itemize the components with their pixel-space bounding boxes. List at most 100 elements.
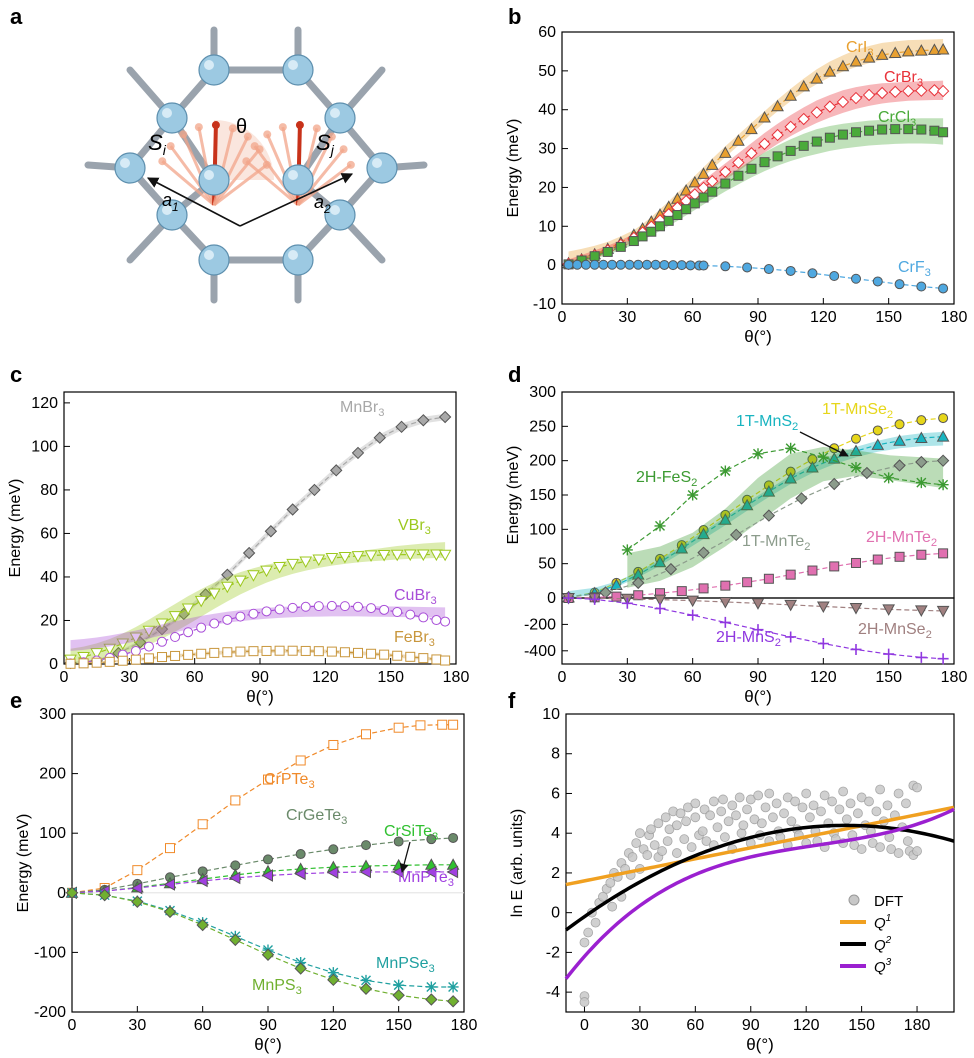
data-point bbox=[405, 609, 416, 620]
data-point bbox=[417, 414, 430, 427]
x-tick-label: 150 bbox=[377, 669, 404, 686]
data-point bbox=[860, 466, 874, 480]
dft-point bbox=[779, 808, 789, 819]
data-point bbox=[772, 151, 783, 162]
legend: DFT Q1 Q2 Q3 bbox=[840, 893, 903, 976]
data-point bbox=[646, 226, 657, 237]
data-point bbox=[785, 265, 796, 276]
data-point bbox=[762, 485, 776, 497]
chart-panel-b: 0 30 60 90 120 150 180θ(°)-100102030405060Ener… bbox=[505, 24, 967, 346]
data-point bbox=[938, 413, 949, 424]
spin-arrow-head bbox=[243, 132, 252, 141]
data-point bbox=[165, 843, 175, 854]
x-tick-label: 30 bbox=[120, 669, 138, 686]
data-point bbox=[273, 561, 286, 574]
data-point bbox=[379, 604, 390, 615]
y-tick-label: 0 bbox=[551, 905, 560, 922]
y-tick-label: 2 bbox=[551, 865, 560, 882]
dft-point bbox=[627, 852, 638, 862]
data-point bbox=[599, 586, 612, 599]
x-tick-label: 90 bbox=[742, 1017, 760, 1034]
data-point bbox=[598, 259, 609, 270]
data-point bbox=[196, 874, 208, 888]
series-label: CrI3 bbox=[846, 39, 874, 59]
data-point bbox=[209, 618, 220, 629]
data-point bbox=[230, 795, 241, 806]
data-point bbox=[676, 260, 687, 271]
data-point bbox=[916, 124, 927, 135]
data-point bbox=[668, 260, 679, 271]
data-point bbox=[129, 632, 143, 644]
y-tick-label: 300 bbox=[529, 384, 556, 401]
x-tick-label: 30 bbox=[631, 1017, 649, 1034]
y-tick-label: 0 bbox=[547, 590, 556, 607]
legend-label: Q3 bbox=[874, 957, 892, 976]
series-label: MnBr3 bbox=[340, 399, 384, 419]
data-point bbox=[894, 419, 905, 430]
data-point bbox=[328, 739, 339, 750]
dft-point bbox=[753, 790, 764, 801]
data-point bbox=[901, 44, 915, 57]
data-point bbox=[379, 649, 390, 660]
data-point bbox=[65, 658, 76, 669]
data-point bbox=[103, 643, 117, 656]
data-point bbox=[312, 554, 326, 567]
data-point bbox=[916, 415, 927, 426]
series-label: FeBr3 bbox=[394, 629, 435, 649]
panel-label-d: d bbox=[508, 362, 521, 387]
data-point bbox=[732, 156, 745, 169]
legend-dft-marker bbox=[848, 894, 860, 906]
dft-point bbox=[819, 790, 830, 801]
data-point bbox=[393, 722, 404, 733]
data-point bbox=[936, 605, 950, 618]
atom bbox=[114, 152, 146, 184]
y-tick-label: 20 bbox=[538, 179, 556, 196]
dft-point bbox=[893, 848, 904, 858]
y-tick-label: -200 bbox=[34, 1004, 66, 1021]
dft-point bbox=[642, 850, 653, 860]
series-label: CrF3 bbox=[898, 259, 931, 279]
spin-arrow-head bbox=[179, 130, 188, 139]
data-point bbox=[425, 981, 437, 993]
data-point bbox=[829, 271, 840, 282]
data-point bbox=[687, 489, 699, 501]
y-tick-label: 6 bbox=[551, 785, 560, 802]
data-point bbox=[654, 520, 666, 532]
y-tick-label: 0 bbox=[57, 885, 66, 902]
y-tick-label: 60 bbox=[538, 24, 556, 41]
chart-panel-d: 0 50 100 150 200 250 300 Energy (meV) 0 30 60 90 120… bbox=[505, 384, 967, 706]
data-point bbox=[784, 599, 798, 612]
data-point bbox=[563, 259, 574, 270]
x-tick-label: 120 bbox=[810, 309, 837, 326]
spin-arrow bbox=[161, 160, 215, 207]
y-tick-label: 8 bbox=[551, 746, 560, 763]
spin-arrow-head bbox=[346, 160, 355, 169]
atom-highlight bbox=[162, 108, 172, 118]
spin-label-sj: Sj bbox=[316, 130, 335, 158]
legend-label: Q1 bbox=[874, 913, 891, 932]
panel-label-c: c bbox=[10, 362, 22, 387]
data-point bbox=[720, 580, 731, 591]
data-point bbox=[936, 42, 950, 55]
spin-label-si: Si bbox=[148, 130, 167, 158]
data-point bbox=[366, 648, 377, 659]
data-point bbox=[938, 548, 949, 559]
data-point bbox=[299, 556, 313, 569]
data-point bbox=[829, 561, 840, 572]
y-tick-label: 0 bbox=[49, 656, 58, 673]
dft-point bbox=[681, 816, 691, 827]
y-tick-label: 60 bbox=[40, 525, 58, 542]
data-point bbox=[287, 645, 298, 656]
dft-point bbox=[649, 840, 660, 851]
x-tick-label: 0 bbox=[558, 669, 567, 686]
data-point bbox=[937, 653, 949, 665]
data-point bbox=[170, 632, 181, 643]
data-point bbox=[327, 973, 340, 987]
dft-point bbox=[893, 788, 904, 799]
dft-point bbox=[742, 804, 752, 815]
data-point bbox=[589, 259, 600, 270]
data-point bbox=[745, 147, 758, 160]
data-point bbox=[851, 273, 861, 284]
data-point bbox=[875, 48, 889, 60]
data-point bbox=[196, 918, 209, 932]
